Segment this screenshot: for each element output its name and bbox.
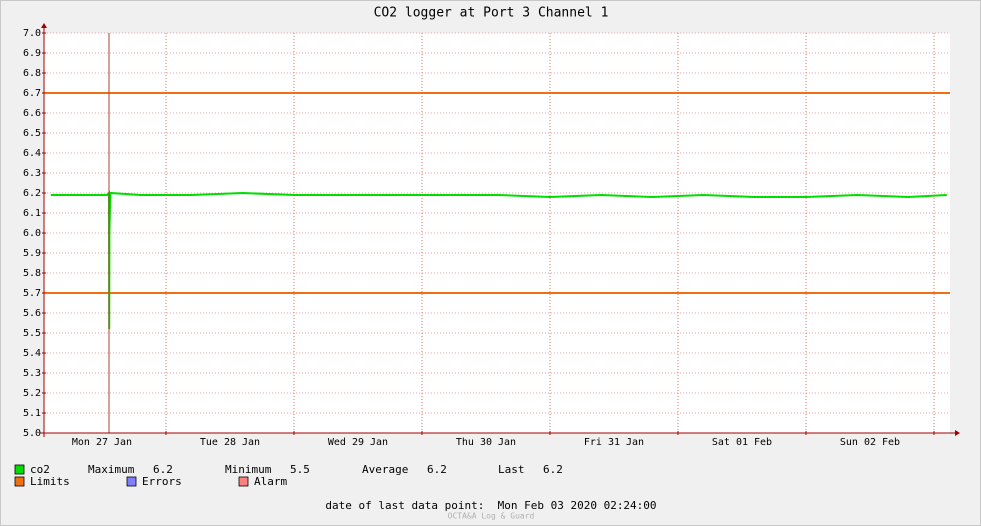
y-tick-label: 5.4 xyxy=(23,348,41,359)
y-tick-label: 5.5 xyxy=(23,328,41,339)
x-axis-arrow xyxy=(955,430,960,436)
y-tick-label: 6.3 xyxy=(23,168,41,179)
legend-swatch xyxy=(238,476,249,487)
y-axis-arrow xyxy=(41,23,47,28)
legend-label: Errors xyxy=(142,475,182,488)
y-tick-label: 6.7 xyxy=(23,88,41,99)
y-tick-label: 5.6 xyxy=(23,308,41,319)
stat-value: 5.5 xyxy=(290,463,310,476)
legend-label: Limits xyxy=(30,475,70,488)
x-tick-label: Sun 02 Feb xyxy=(840,437,900,448)
y-tick-label: 5.1 xyxy=(23,408,41,419)
legend-label: Alarm xyxy=(254,475,287,488)
y-tick-label: 5.2 xyxy=(23,388,41,399)
chart-title: CO2 logger at Port 3 Channel 1 xyxy=(374,6,609,21)
y-tick-label: 6.4 xyxy=(23,148,41,159)
y-tick-label: 5.3 xyxy=(23,368,41,379)
stat-value: 6.2 xyxy=(543,463,563,476)
y-tick-label: 7.0 xyxy=(23,28,41,39)
stat-value: 6.2 xyxy=(427,463,447,476)
footer: date of last data point: Mon Feb 03 2020… xyxy=(325,499,656,512)
stat-label: Minimum xyxy=(225,463,272,476)
legend-label: co2 xyxy=(30,463,50,476)
legend-swatch xyxy=(14,464,25,475)
x-tick-label: Thu 30 Jan xyxy=(456,437,516,448)
y-tick-label: 5.7 xyxy=(23,288,41,299)
y-tick-label: 6.2 xyxy=(23,188,41,199)
x-tick-label: Tue 28 Jan xyxy=(200,437,260,448)
legend-swatch xyxy=(126,476,137,487)
y-tick-label: 6.8 xyxy=(23,68,41,79)
y-tick-label: 6.1 xyxy=(23,208,41,219)
y-tick-label: 6.9 xyxy=(23,48,41,59)
y-tick-label: 5.9 xyxy=(23,248,41,259)
y-tick-label: 6.5 xyxy=(23,128,41,139)
legend-swatch xyxy=(14,476,25,487)
watermark: OCTA&A Log & Guard xyxy=(448,512,535,521)
y-tick-label: 5.8 xyxy=(23,268,41,279)
x-tick-label: Wed 29 Jan xyxy=(328,437,388,448)
stat-label: Last xyxy=(498,463,525,476)
stat-label: Average xyxy=(362,463,408,476)
x-tick-label: Mon 27 Jan xyxy=(72,437,132,448)
stat-value: 6.2 xyxy=(153,463,173,476)
y-tick-label: 6.6 xyxy=(23,108,41,119)
stat-label: Maximum xyxy=(88,463,135,476)
y-tick-label: 5.0 xyxy=(23,428,41,439)
x-tick-label: Fri 31 Jan xyxy=(584,437,644,448)
x-tick-label: Sat 01 Feb xyxy=(712,437,772,448)
y-tick-label: 6.0 xyxy=(23,228,41,239)
